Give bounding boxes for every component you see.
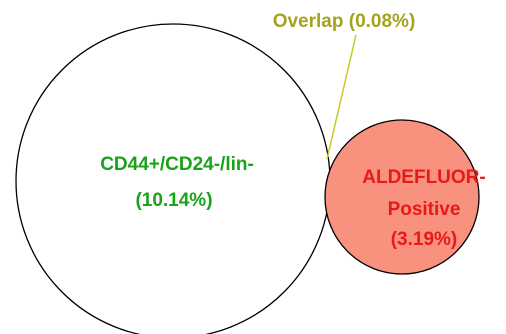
overlap-leader-line xyxy=(326,34,357,160)
set-label-cd44-percent: (10.14%) xyxy=(135,190,212,211)
set-label-cd44-name: CD44+/CD24-/lin- xyxy=(100,154,254,175)
set-circle-aldefluor xyxy=(324,119,480,275)
set-label-aldefluor-qualifier: Positive xyxy=(388,199,461,220)
set-circle-cd44 xyxy=(15,23,331,334)
set-label-aldefluor-name: ALDEFLUOR- xyxy=(362,167,485,188)
set-label-aldefluor-percent: (3.19%) xyxy=(391,229,458,250)
overlap-label: Overlap (0.08%) xyxy=(273,11,416,32)
